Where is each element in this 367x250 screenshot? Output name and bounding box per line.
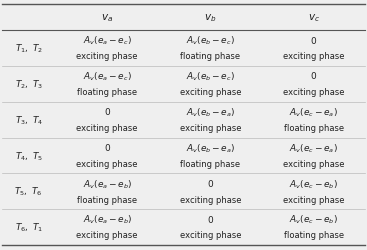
Text: $A_v(e_b - e_a)$: $A_v(e_b - e_a)$ bbox=[186, 142, 235, 154]
Text: exciting phase: exciting phase bbox=[283, 88, 344, 97]
Text: $T_5,\ T_6$: $T_5,\ T_6$ bbox=[14, 185, 43, 198]
Text: exciting phase: exciting phase bbox=[283, 159, 344, 168]
Text: $A_v(e_c - e_b)$: $A_v(e_c - e_b)$ bbox=[289, 213, 338, 226]
Text: 0: 0 bbox=[207, 179, 213, 188]
Text: $A_v(e_a - e_c)$: $A_v(e_a - e_c)$ bbox=[83, 70, 132, 83]
Text: $A_v(e_a - e_c)$: $A_v(e_a - e_c)$ bbox=[83, 35, 132, 47]
Text: $A_v(e_c - e_a)$: $A_v(e_c - e_a)$ bbox=[289, 106, 338, 118]
Text: floating phase: floating phase bbox=[180, 52, 240, 61]
Text: $T_3,\ T_4$: $T_3,\ T_4$ bbox=[15, 114, 43, 126]
Text: exciting phase: exciting phase bbox=[76, 159, 138, 168]
Text: exciting phase: exciting phase bbox=[179, 195, 241, 204]
Text: exciting phase: exciting phase bbox=[179, 124, 241, 132]
Text: exciting phase: exciting phase bbox=[76, 230, 138, 239]
Text: $A_v(e_b - e_c)$: $A_v(e_b - e_c)$ bbox=[186, 35, 235, 47]
Text: $T_1,\ T_2$: $T_1,\ T_2$ bbox=[15, 42, 43, 55]
Text: $A_v(e_c - e_b)$: $A_v(e_c - e_b)$ bbox=[289, 178, 338, 190]
Text: exciting phase: exciting phase bbox=[179, 230, 241, 239]
Text: $A_v(e_c - e_a)$: $A_v(e_c - e_a)$ bbox=[289, 142, 338, 154]
Text: $A_v(e_b - e_c)$: $A_v(e_b - e_c)$ bbox=[186, 70, 235, 83]
Text: exciting phase: exciting phase bbox=[283, 195, 344, 204]
Text: floating phase: floating phase bbox=[284, 124, 344, 132]
Text: 0: 0 bbox=[104, 108, 110, 117]
Text: $T_2,\ T_3$: $T_2,\ T_3$ bbox=[15, 78, 43, 91]
Text: $A_v(e_b - e_a)$: $A_v(e_b - e_a)$ bbox=[186, 106, 235, 118]
Text: exciting phase: exciting phase bbox=[283, 52, 344, 61]
Text: floating phase: floating phase bbox=[77, 195, 137, 204]
Text: 0: 0 bbox=[207, 215, 213, 224]
Text: $v_b$: $v_b$ bbox=[204, 12, 217, 24]
Text: floating phase: floating phase bbox=[284, 230, 344, 239]
Text: exciting phase: exciting phase bbox=[179, 88, 241, 97]
Text: exciting phase: exciting phase bbox=[76, 52, 138, 61]
Text: 0: 0 bbox=[311, 36, 316, 46]
Text: $A_v(e_a - e_b)$: $A_v(e_a - e_b)$ bbox=[83, 178, 132, 190]
Text: exciting phase: exciting phase bbox=[76, 124, 138, 132]
Text: $T_4,\ T_5$: $T_4,\ T_5$ bbox=[15, 150, 43, 162]
Text: floating phase: floating phase bbox=[180, 159, 240, 168]
Text: $v_a$: $v_a$ bbox=[101, 12, 113, 24]
Text: floating phase: floating phase bbox=[77, 88, 137, 97]
Text: $A_v(e_a - e_b)$: $A_v(e_a - e_b)$ bbox=[83, 213, 132, 226]
Text: $T_6,\ T_1$: $T_6,\ T_1$ bbox=[15, 221, 43, 234]
Text: 0: 0 bbox=[311, 72, 316, 81]
Text: $v_c$: $v_c$ bbox=[308, 12, 320, 24]
Text: 0: 0 bbox=[104, 144, 110, 152]
